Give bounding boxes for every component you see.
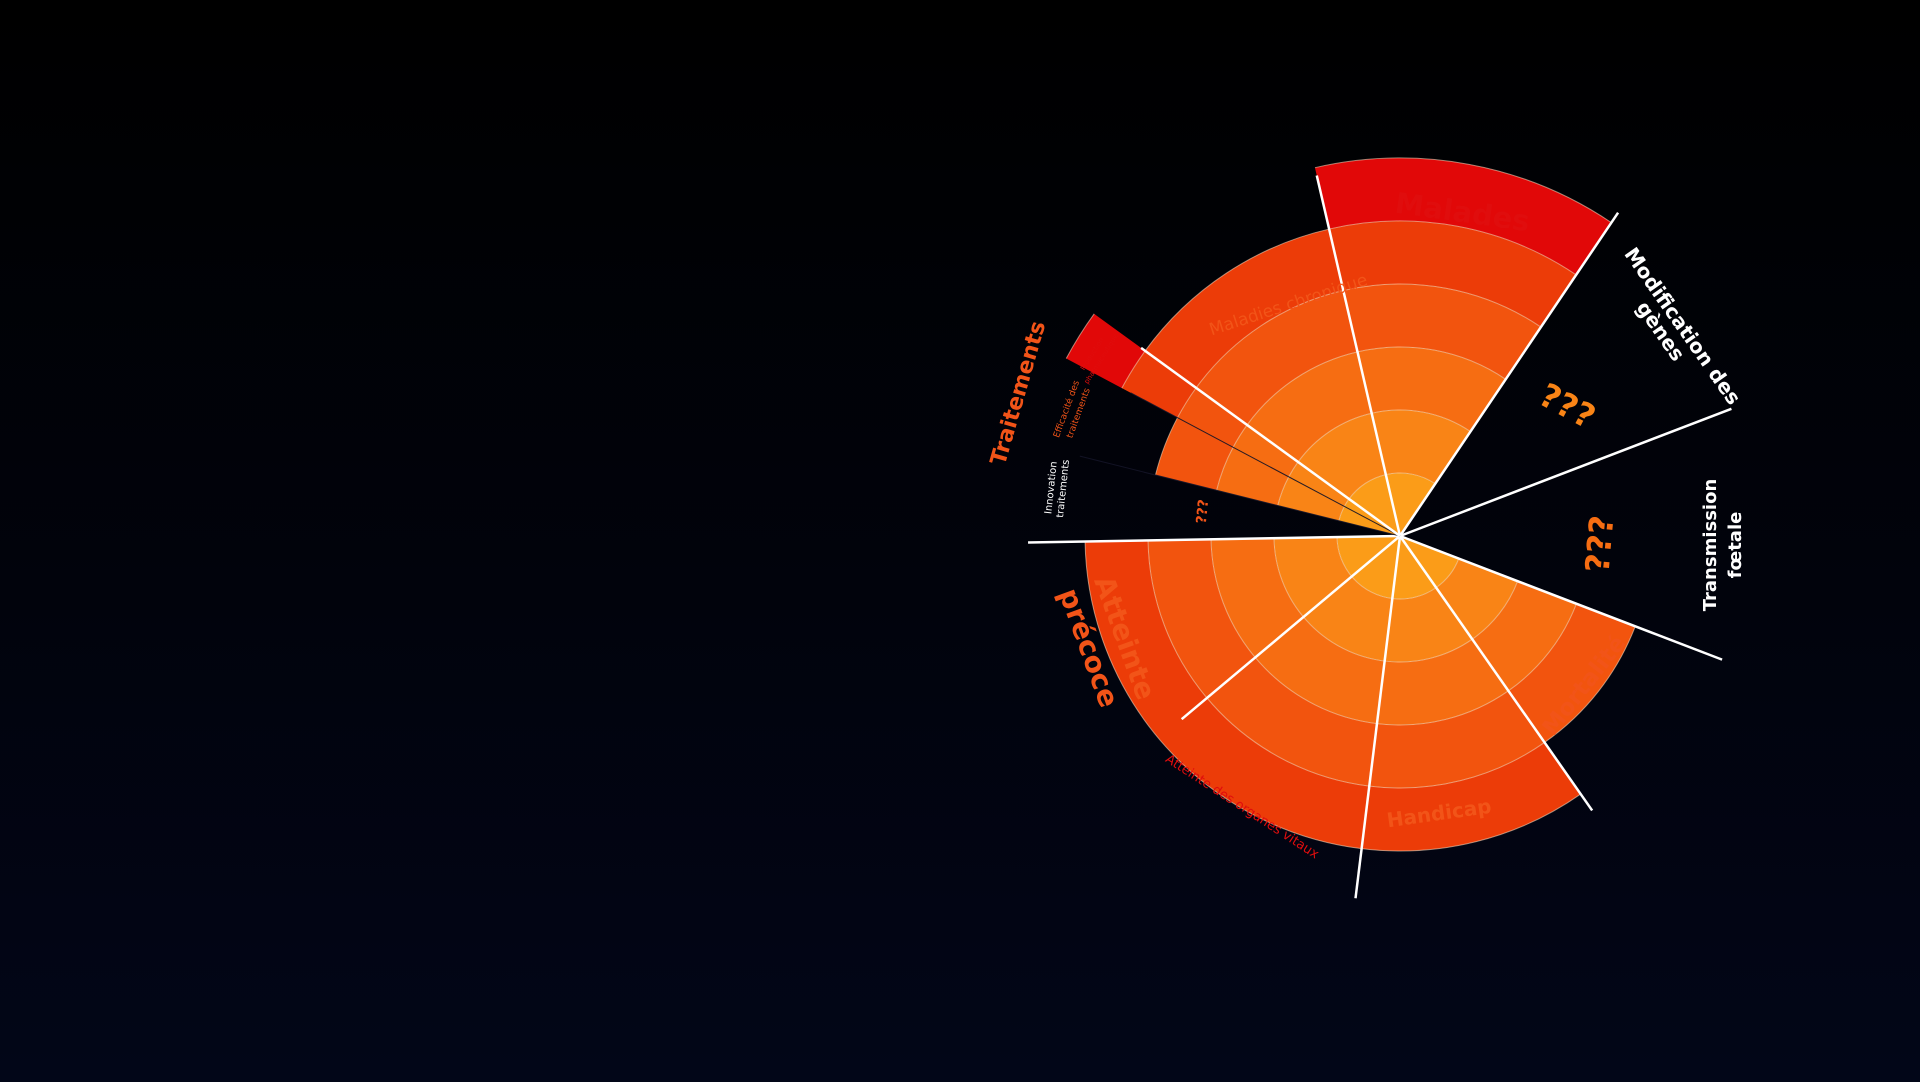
wedge-layer [1066,157,1636,851]
wedge-atteinte-ring-3 [1211,538,1385,724]
ring-line-atteinte-2 [1273,538,1385,662]
wedge-chroniques-ring-3 [1247,351,1372,462]
ring-line-malades-2 [1371,409,1471,432]
separator-line-8 [1028,534,1401,544]
ring-line-chroniques-4 [1195,289,1344,389]
ring-line-malades-6 [1314,157,1612,224]
label-modification-line1: Modification des [1620,243,1746,409]
ring-line-malades-1 [1385,472,1436,485]
wedge-production-ring-4 [1177,387,1248,448]
question-marks-innovation: ??? [1194,499,1212,525]
ring-line-efficacite-4 [1155,417,1178,476]
wedge-mortalite-ring-1 [1400,536,1459,588]
separator-line-7 [1180,535,1401,721]
question-marks-foetale: ??? [1578,514,1622,575]
wedge-mortalite-ring-3 [1472,581,1577,691]
ring-line-mortalite-3 [1508,603,1577,692]
ring-line-atteinte-4 [1147,540,1370,787]
wedge-malades-ring-2 [1371,410,1471,484]
wedge-mortalite-ring-2 [1436,558,1518,640]
wedge-malades-ring-4 [1343,284,1541,380]
ring-line-chroniques-1 [1348,474,1386,500]
wedge-atteinte-ring-4 [1148,539,1377,787]
wedge-chroniques-ring-1 [1349,474,1400,536]
wedge-atteinte-ring-2 [1274,537,1393,662]
ring-line-handicap-3 [1376,690,1509,726]
separator-line-2 [1398,211,1620,537]
label-transmission-line2: fœtale [1725,512,1746,579]
ring-line-malades-4 [1343,283,1542,328]
ring-line-atteinte-3 [1210,539,1378,725]
separator-line-traitements-top [1140,346,1401,538]
separator-line-5 [1398,535,1594,812]
wedge-atteinte-ring-5 [1085,540,1370,849]
wedge-malades-ring-1 [1385,473,1436,536]
question-marks-genes: ??? [1533,375,1602,436]
ring-line-malades-3 [1357,346,1506,380]
wedge-chroniques-ring-5 [1145,229,1344,388]
separator-line-6 [1354,535,1402,899]
wedge-malades-ring-6 [1314,157,1612,275]
ring-line-chroniques-3 [1246,351,1358,426]
separator-line-1 [1315,175,1402,537]
ring-line-efficacite-3 [1216,447,1234,491]
wedge-efficacite-ring-4 [1155,417,1234,491]
wedge-handicap-ring-1 [1392,536,1437,599]
label-transmission-line1: Transmission [1700,479,1721,612]
wedge-efficacite-ring-2 [1277,476,1345,521]
wedge-efficacite-ring-3 [1216,447,1289,506]
wedge-production-ring-6 [1066,313,1146,389]
separator-lines [1028,175,1732,899]
wedge-production-ring-2 [1288,461,1350,507]
separator-line-10 [1130,392,1401,537]
wedge-malades-ring-5 [1329,220,1577,328]
ring-line-chroniques-5 [1144,228,1330,352]
label-traitements: Traitements [986,318,1051,468]
separator-line-4 [1399,534,1723,661]
wedge-production-ring-3 [1233,424,1299,477]
separator-line-9 [1079,455,1401,537]
wedge-handicap-ring-4 [1369,690,1545,789]
ring-line-handicap-4 [1369,742,1545,789]
ring-line-handicap-5 [1361,793,1581,852]
wedge-handicap-ring-5 [1361,742,1581,851]
ring-line-handicap-2 [1384,638,1473,663]
ring-line-mortalite-1 [1435,558,1460,589]
wedge-handicap-ring-3 [1376,639,1509,725]
ring-line-malades-5 [1329,220,1577,276]
separator-line-3 [1399,407,1732,538]
wedge-chroniques-ring-4 [1196,290,1358,425]
wedge-efficacite-ring-1 [1338,506,1400,536]
wedge-production-ring-5 [1121,350,1197,418]
wedge-mortalite-ring-4 [1508,603,1636,743]
ring-line-production-6 [1065,313,1095,359]
wedge-handicap-ring-2 [1384,587,1473,662]
ring-line-atteinte-5 [1084,541,1362,850]
wedge-malades-ring-3 [1357,346,1506,432]
ring-line-atteinte-1 [1336,537,1393,600]
wedge-atteinte-ring-1 [1337,536,1400,599]
ring-line-handicap-1 [1392,587,1437,600]
ring-line-chroniques-2 [1297,412,1372,463]
ring-line-mortalite-4 [1544,626,1636,743]
ring-line-mortalite-2 [1471,580,1519,640]
